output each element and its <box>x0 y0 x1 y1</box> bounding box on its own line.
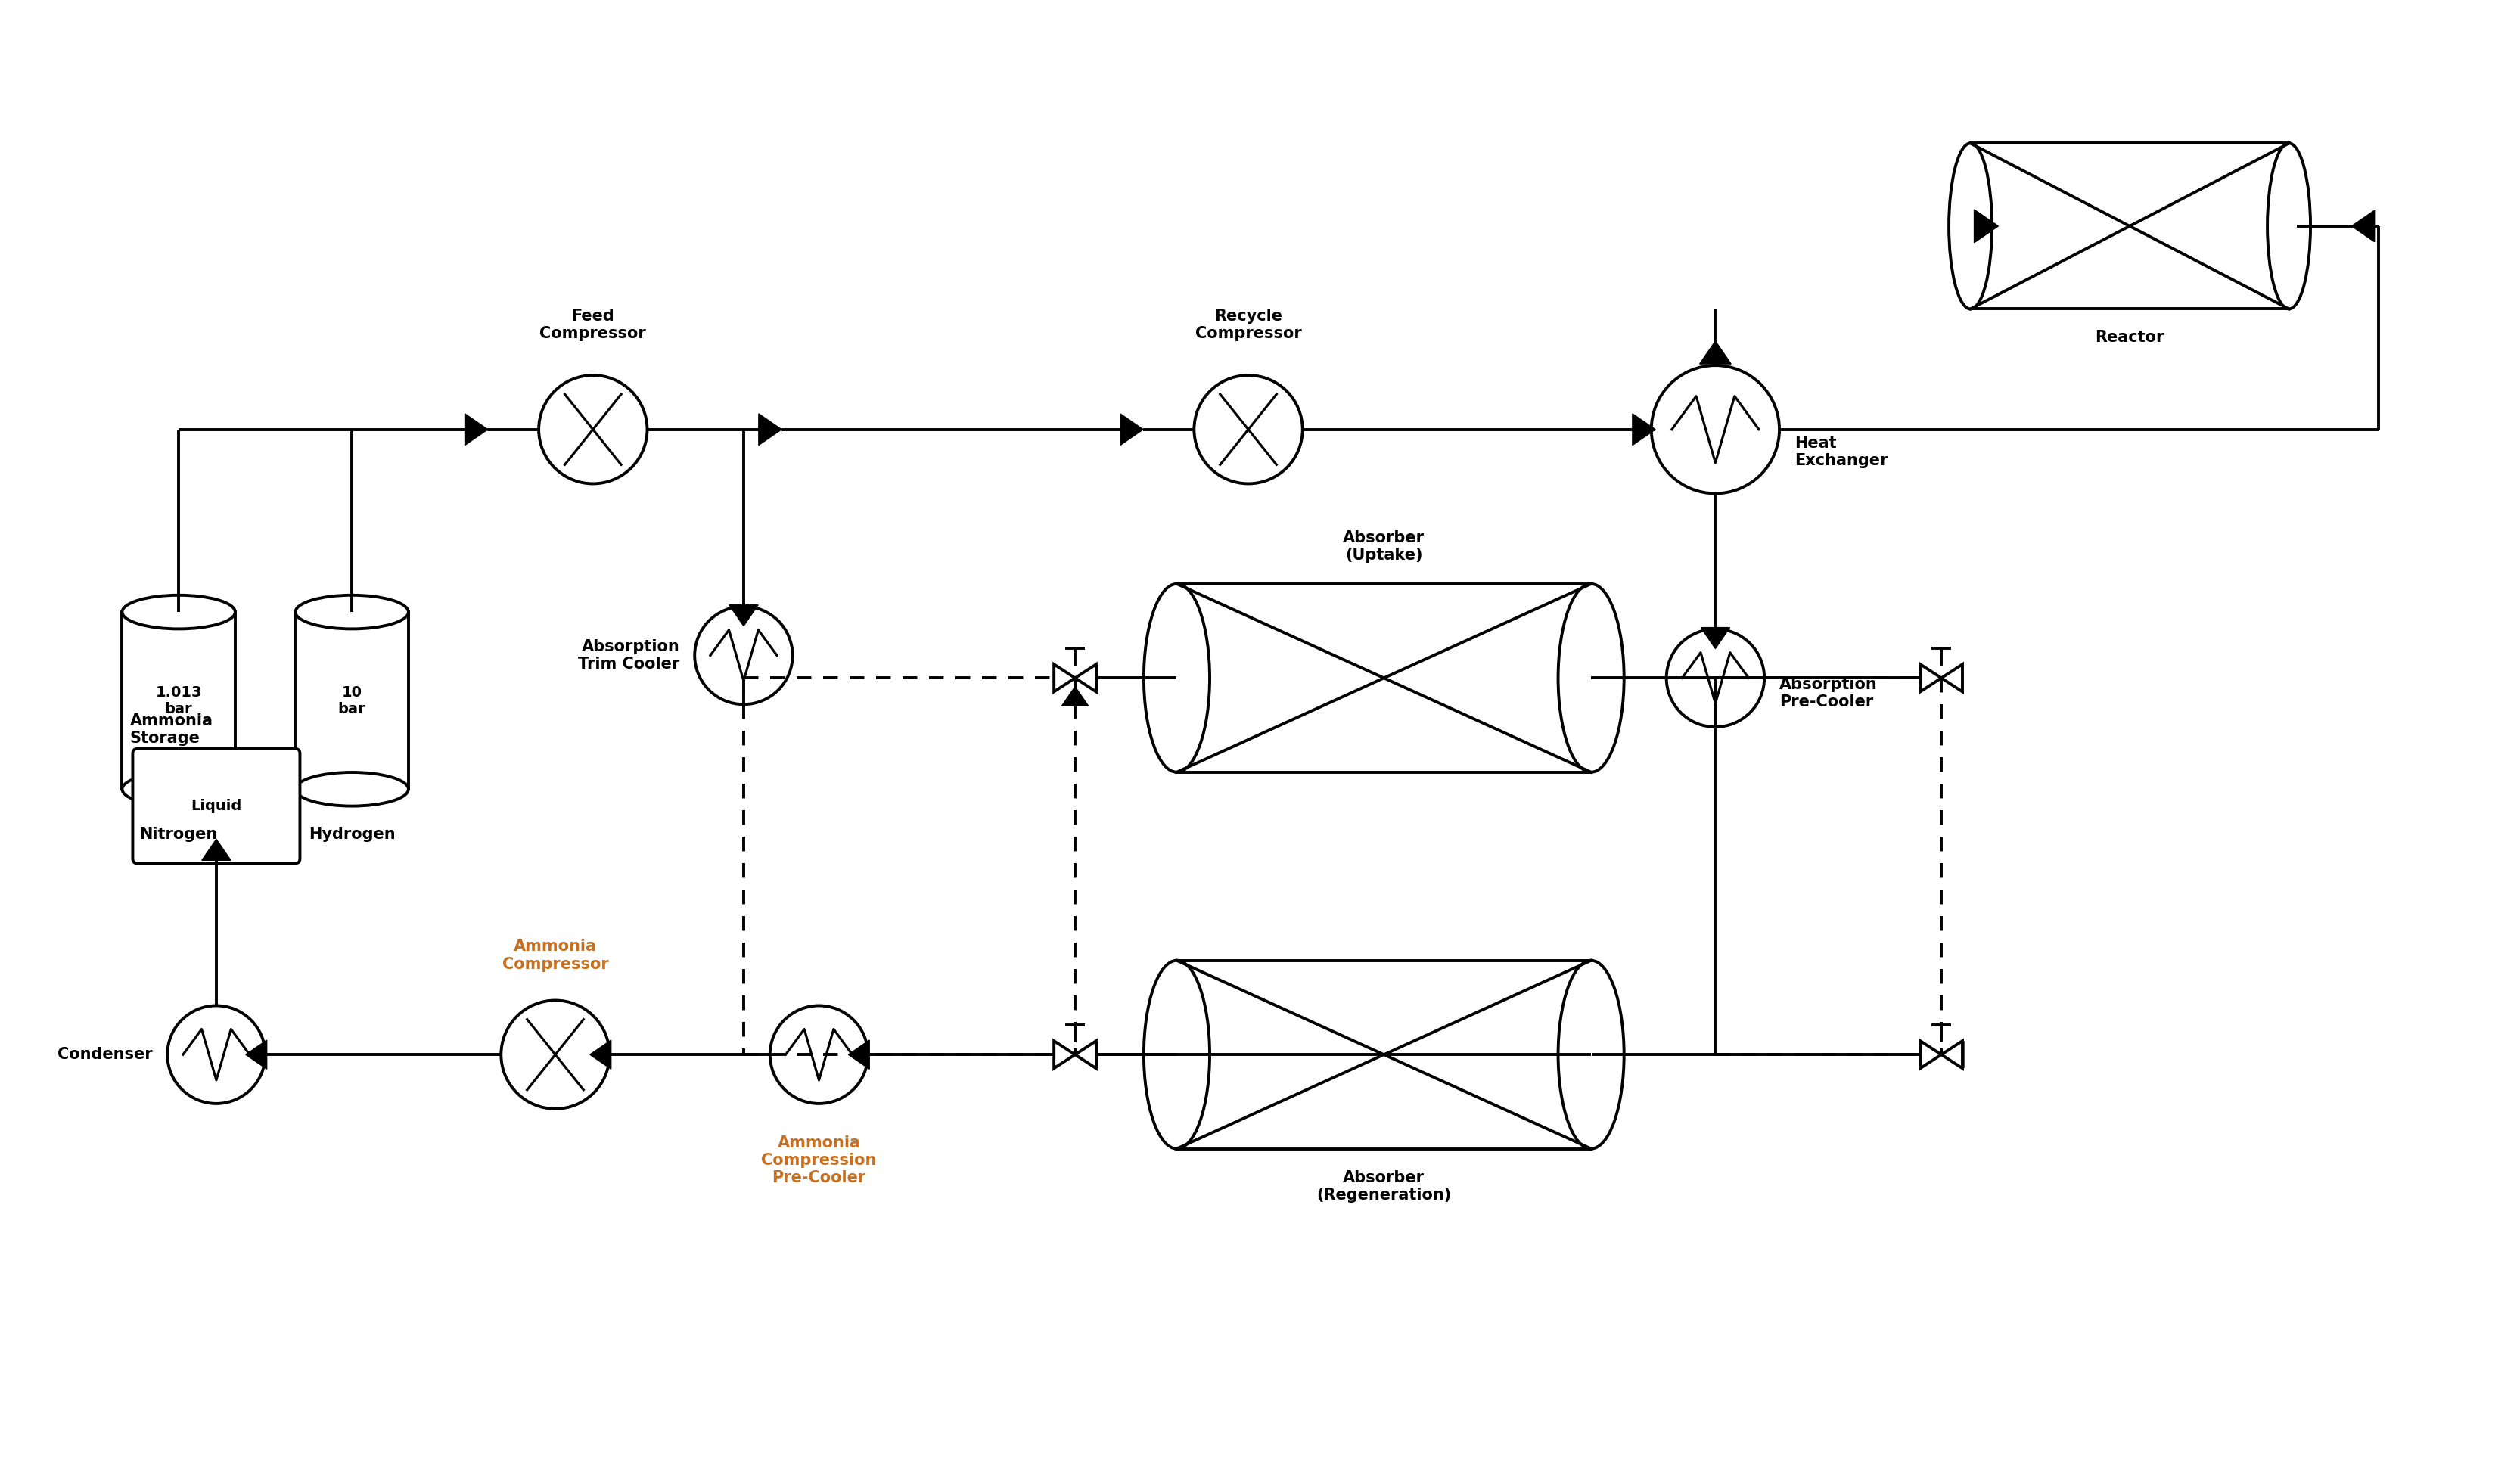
Text: Liquid: Liquid <box>192 799 242 813</box>
Polygon shape <box>1079 665 1099 692</box>
Polygon shape <box>1920 1041 1940 1069</box>
Ellipse shape <box>295 595 408 629</box>
Polygon shape <box>1079 1041 1099 1067</box>
Polygon shape <box>202 839 232 860</box>
Text: Reactor: Reactor <box>2094 330 2165 344</box>
Bar <box>1177 584 1590 773</box>
Text: Absorber
(Uptake): Absorber (Uptake) <box>1343 530 1424 562</box>
Bar <box>1177 960 1590 1148</box>
Polygon shape <box>1061 686 1089 707</box>
Polygon shape <box>1633 414 1656 445</box>
Circle shape <box>696 606 794 705</box>
Text: Condenser: Condenser <box>58 1047 151 1063</box>
Text: Absorption
Trim Cooler: Absorption Trim Cooler <box>577 639 680 671</box>
Text: Absorber
(Regeneration): Absorber (Regeneration) <box>1315 1170 1452 1203</box>
Circle shape <box>1194 375 1303 484</box>
Polygon shape <box>1701 627 1729 649</box>
Text: Feed
Compressor: Feed Compressor <box>539 309 645 342</box>
Text: Nitrogen: Nitrogen <box>139 827 217 842</box>
Bar <box>121 612 234 789</box>
Polygon shape <box>1076 1041 1096 1069</box>
Polygon shape <box>1076 664 1096 692</box>
Polygon shape <box>590 1041 610 1069</box>
Polygon shape <box>1940 1041 1963 1069</box>
Polygon shape <box>2351 210 2374 241</box>
Bar <box>295 612 408 789</box>
Ellipse shape <box>1144 960 1210 1148</box>
Polygon shape <box>1698 342 1731 364</box>
Ellipse shape <box>1557 960 1623 1148</box>
Text: Ammonia
Storage: Ammonia Storage <box>129 712 212 746</box>
FancyBboxPatch shape <box>134 749 300 863</box>
Text: Recycle
Compressor: Recycle Compressor <box>1194 309 1300 342</box>
Polygon shape <box>1121 414 1144 445</box>
Bar <box>1971 143 2288 309</box>
Ellipse shape <box>2268 143 2311 309</box>
Polygon shape <box>464 414 489 445</box>
Circle shape <box>1651 365 1779 493</box>
Ellipse shape <box>121 773 234 807</box>
Circle shape <box>501 1001 610 1108</box>
Ellipse shape <box>121 595 234 629</box>
Polygon shape <box>1940 664 1963 692</box>
Text: Ammonia
Compressor: Ammonia Compressor <box>501 939 607 972</box>
Polygon shape <box>1053 664 1076 692</box>
Circle shape <box>539 375 648 484</box>
Polygon shape <box>759 414 781 445</box>
Text: Absorption
Pre-Cooler: Absorption Pre-Cooler <box>1779 677 1877 710</box>
Text: Hydrogen: Hydrogen <box>307 827 396 842</box>
Ellipse shape <box>295 773 408 807</box>
Circle shape <box>771 1005 867 1104</box>
Text: Heat
Exchanger: Heat Exchanger <box>1794 436 1887 468</box>
Polygon shape <box>1920 664 1940 692</box>
Polygon shape <box>1053 1041 1076 1069</box>
Ellipse shape <box>1948 143 1991 309</box>
Ellipse shape <box>1557 584 1623 773</box>
Text: Ammonia
Compression
Pre-Cooler: Ammonia Compression Pre-Cooler <box>761 1135 877 1185</box>
Polygon shape <box>1945 1041 1963 1067</box>
Text: 10
bar: 10 bar <box>338 684 365 715</box>
Polygon shape <box>728 605 759 626</box>
Circle shape <box>1666 629 1764 727</box>
Ellipse shape <box>1144 584 1210 773</box>
Polygon shape <box>1973 209 1998 243</box>
Polygon shape <box>849 1041 869 1069</box>
Circle shape <box>166 1005 265 1104</box>
Text: 1.013
bar: 1.013 bar <box>156 684 202 715</box>
Polygon shape <box>244 1041 267 1069</box>
